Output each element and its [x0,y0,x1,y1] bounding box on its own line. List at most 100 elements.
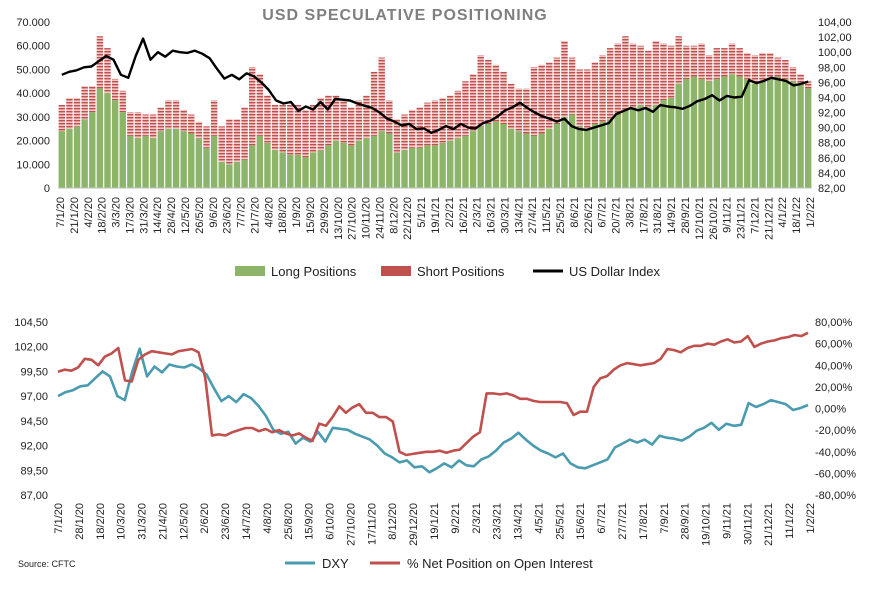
x-tick-label: 31/3/20 [137,503,149,540]
x-tick-label: 8/6/21 [569,197,581,228]
short-bar [469,74,477,132]
x-tick-label: 23/3/21 [492,503,504,540]
long-bar [218,161,225,188]
x-tick-label: 11/5/21 [541,197,553,233]
x-tick-label: 17/3/20 [124,197,136,234]
x-tick-label: 9/11/21 [722,197,734,233]
x-tick-label: 15/6/21 [575,503,587,540]
x-tick-label: 12/5/20 [180,197,192,234]
long-bar [249,145,256,188]
long-bar [241,159,248,188]
short-bar [302,109,309,158]
short-bar [363,95,370,139]
short-bar [439,97,446,143]
x-tick-label: 31/3/20 [138,197,150,234]
x-tick-label: 28/4/20 [166,197,178,234]
x-tick-label: 22/12/20 [402,197,414,240]
short-bar [797,74,804,84]
short-bar [538,64,545,134]
long-bar [393,152,401,188]
long-bar [96,88,104,188]
short-bar [652,40,660,105]
legend-label-short: Short Positions [417,264,505,279]
short-bar [218,126,225,162]
short-bar [172,100,180,129]
x-tick-label: 30/11/21 [742,503,754,545]
short-bar [591,62,599,124]
x-tick-label: 21/12/21 [763,503,775,546]
long-bar [492,121,500,188]
short-bar [81,86,88,120]
long-bar [447,140,454,188]
long-bar [675,83,682,188]
short-bar [279,105,286,153]
long-bar [439,142,446,188]
x-tick-label: 7/1/20 [55,197,67,228]
long-bar [348,145,355,188]
left-axis-tick: 40.000 [16,88,50,100]
long-bar [515,131,522,188]
x-tick-label: 18/2/20 [97,197,109,234]
long-bar [180,131,187,188]
long-bar [416,147,423,188]
long-bar [58,131,66,188]
short-bar [226,119,233,165]
usd-index-line [61,37,809,135]
long-bar [553,123,561,188]
long-bar [736,76,743,188]
x-tick-label: 19/1/21 [429,503,441,540]
long-bar [500,123,507,188]
left-axis-tick: 97,00 [20,391,48,403]
short-bar [804,81,812,89]
long-bar [127,135,134,188]
left-axis-tick: 102,00 [14,342,48,354]
long-bar [568,114,576,188]
short-bar [294,105,302,155]
x-tick-label: 26/10/21 [708,197,720,240]
left-axis-tick: 89,50 [20,465,48,477]
x-tick-label: 7/12/21 [749,197,761,234]
x-tick-label: 10/11/20 [361,197,373,239]
long-bar [485,123,492,188]
x-tick-label: 2/6/20 [199,503,211,534]
x-tick-label: 27/7/21 [617,503,629,540]
legend-label-dxy: DXY [322,556,349,571]
short-bar [233,119,241,162]
x-tick-label: 14/4/20 [152,197,164,234]
left-axis-tick: 60.000 [16,41,50,53]
x-tick-label: 3/8/21 [624,197,636,228]
x-tick-label: 28/9/21 [680,197,692,234]
long-bar [325,145,332,188]
short-bar [111,78,119,101]
long-bar [363,138,370,188]
x-tick-label: 27/4/21 [527,197,539,234]
chart-title: USD SPECULATIVE POSITIONING [262,7,547,24]
long-bar [774,76,781,188]
short-bar [203,126,210,148]
x-tick-label: 26/5/20 [194,197,206,234]
long-bar [645,107,652,188]
x-tick-label: 18/2/20 [95,503,107,540]
x-tick-label: 23/6/20 [222,197,234,234]
short-bar [500,71,507,124]
long-bar [667,97,675,188]
right-axis-tick: 20,00% [815,382,853,394]
x-tick-label: 13/10/20 [333,197,345,240]
short-bar [370,71,378,136]
x-tick-label: 12/5/20 [178,503,190,540]
short-bar [683,45,690,79]
right-axis-tick: 60,00% [815,339,853,351]
short-bar [119,90,126,113]
long-bar [340,142,347,188]
long-bar [469,131,477,188]
left-axis-tick: 0 [44,183,50,195]
short-bar [249,67,256,146]
x-tick-label: 10/3/20 [116,503,128,540]
long-bar [431,145,439,188]
long-bar [149,138,157,188]
short-bar [408,109,416,148]
x-tick-label: 3/3/20 [111,197,123,228]
short-bar [104,48,111,94]
short-bar [789,67,797,82]
long-bar [256,135,264,188]
